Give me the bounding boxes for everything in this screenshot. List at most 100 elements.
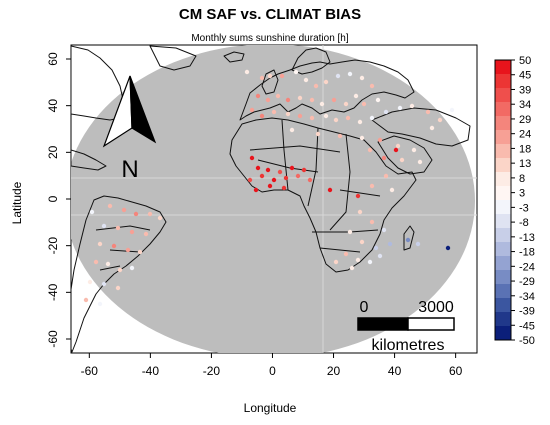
station-point: [259, 113, 265, 119]
station-point: [129, 229, 135, 235]
station-point: [147, 211, 153, 217]
legend-label: -29: [519, 276, 535, 288]
station-point: [271, 177, 277, 183]
y-tick-label: -20: [46, 237, 60, 255]
legend-swatch: [495, 60, 511, 75]
station-point: [111, 243, 117, 249]
station-point: [369, 219, 375, 225]
south-america-borders: [95, 225, 151, 271]
station-point: [377, 253, 383, 259]
station-point: [397, 105, 403, 111]
station-point: [255, 93, 261, 99]
station-point: [267, 183, 273, 189]
station-point: [285, 111, 291, 117]
station-point: [359, 75, 365, 81]
station-point: [359, 239, 365, 245]
station-point: [315, 131, 321, 137]
legend-swatch: [495, 200, 511, 215]
station-point: [253, 187, 259, 193]
scale-bar-start-label: 0: [360, 299, 369, 316]
legend-swatch: [495, 256, 511, 271]
legend-frame: [494, 59, 512, 341]
y-tick-label: 60: [46, 52, 60, 66]
station-point: [409, 103, 415, 109]
station-point: [115, 285, 121, 291]
station-point: [115, 225, 121, 231]
station-point: [323, 113, 329, 119]
map-title: CM SAF vs. CLIMAT BIAS: [178, 6, 362, 23]
color-legend: 50 45 39 34 29 24 18 13 8 3 -3 -8 -13 -18 -24 -29 -34 -39…: [494, 55, 535, 347]
legend-swatch: [495, 74, 511, 89]
station-point: [345, 115, 351, 121]
caribbean-outline: [71, 149, 107, 171]
y-tick-label: -40: [46, 283, 60, 301]
x-tick-label: -60: [81, 364, 99, 378]
station-point: [101, 281, 107, 287]
station-point: [93, 259, 99, 265]
legend-label: 45: [519, 70, 531, 82]
station-point: [319, 101, 325, 107]
station-point: [87, 279, 93, 285]
scale-bar-black-segment: [357, 317, 409, 331]
station-point: [89, 209, 95, 215]
station-point: [381, 155, 387, 161]
station-point: [83, 297, 89, 303]
legend-swatch: [495, 326, 511, 341]
station-point: [367, 259, 373, 265]
legend-swatch: [495, 214, 511, 229]
uk-outline: [261, 69, 279, 95]
station-point: [283, 175, 289, 181]
station-point: [357, 119, 363, 125]
legend-swatch: [495, 102, 511, 117]
station-point: [297, 95, 303, 101]
station-point: [293, 69, 299, 75]
legend-label: 8: [519, 173, 525, 185]
station-point: [357, 209, 363, 215]
station-point: [355, 257, 361, 263]
station-point: [369, 183, 375, 189]
legend-swatch: [495, 228, 511, 243]
legend-swatch: [495, 130, 511, 145]
station-point: [361, 101, 367, 107]
north-arrow-label: N: [121, 156, 138, 183]
north-arrow: N: [102, 75, 157, 183]
station-point: [303, 77, 309, 83]
legend-label: -3: [519, 202, 529, 214]
station-point: [425, 109, 431, 115]
station-point: [381, 227, 387, 233]
scale-bar-unit-label: kilometres: [372, 337, 445, 354]
station-point: [377, 137, 383, 143]
station-point: [125, 247, 131, 253]
station-point: [429, 125, 435, 131]
station-point: [369, 83, 375, 89]
station-point: [267, 73, 273, 79]
station-point: [331, 97, 337, 103]
station-point: [247, 177, 253, 183]
station-point: [383, 109, 389, 115]
station-point: [289, 165, 295, 171]
y-axis: 60 40 20 0 -20 -40 -60: [46, 52, 71, 348]
station-point: [249, 107, 255, 113]
station-point: [117, 267, 123, 273]
y-tick-label: 40: [46, 99, 60, 113]
station-point: [157, 215, 163, 221]
station-point: [289, 127, 295, 133]
legend-label: -18: [519, 247, 535, 259]
station-point: [417, 159, 423, 165]
legend-label: -39: [519, 306, 535, 318]
station-point: [107, 203, 113, 209]
legend-label: 3: [519, 188, 525, 200]
scale-bar-white-segment: [407, 317, 455, 331]
station-point: [259, 173, 265, 179]
station-point: [301, 167, 307, 173]
station-point: [355, 193, 361, 199]
greenland-outline: [149, 45, 197, 71]
station-point: [375, 97, 381, 103]
station-point: [259, 75, 265, 81]
station-point: [333, 259, 339, 265]
x-axis: -60 -40 -20 0 20 40 60: [81, 353, 463, 378]
station-point: [105, 261, 111, 267]
station-point: [295, 173, 301, 179]
station-point: [249, 155, 255, 161]
